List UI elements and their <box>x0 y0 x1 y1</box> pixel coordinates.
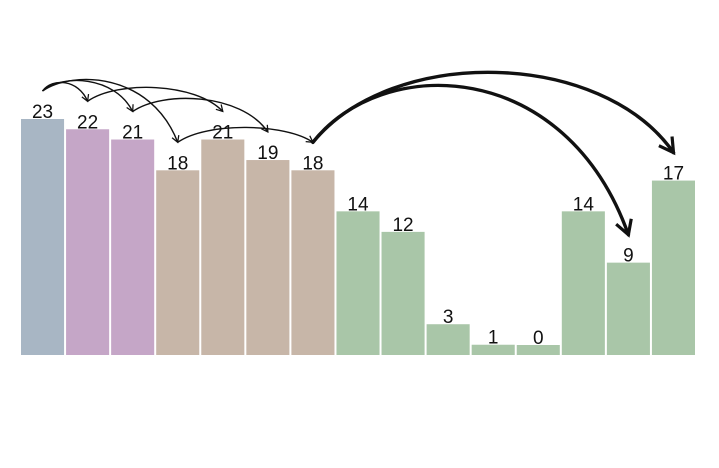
bar-1 <box>66 129 110 355</box>
bar-8 <box>381 231 425 355</box>
arrow-1-to-4 <box>87 86 224 113</box>
bars <box>21 119 695 355</box>
arrow-2-to-5 <box>132 97 269 134</box>
bar-labels: 23 22 21 18 21 19 18 14 12 3 1 0 14 9 17 <box>32 102 684 349</box>
bar-label-12: 14 <box>573 194 595 215</box>
bar-label-0: 23 <box>32 102 53 123</box>
bar-label-8: 12 <box>392 215 413 236</box>
bar-12 <box>561 211 605 355</box>
bar-4 <box>201 139 245 355</box>
arrow-0-to-3 <box>42 78 180 144</box>
bar-7 <box>336 211 380 355</box>
arrow-6-to-14 <box>311 70 676 156</box>
bar-label-13: 9 <box>623 246 634 267</box>
arrow-6-to-13 <box>311 83 633 238</box>
bar-14 <box>651 180 695 355</box>
bar-label-11: 0 <box>533 328 544 349</box>
arrows <box>41 70 676 238</box>
bar-label-4: 21 <box>212 123 233 144</box>
bar-3 <box>156 170 200 355</box>
bar-label-7: 14 <box>347 194 369 215</box>
bar-9 <box>426 324 470 355</box>
bar-label-9: 3 <box>443 307 454 328</box>
arrow-3-to-6 <box>177 126 314 144</box>
bar-label-5: 19 <box>257 143 278 164</box>
arrow-0-to-1 <box>41 81 90 103</box>
bar-0 <box>21 119 65 355</box>
bar-11 <box>516 345 560 355</box>
bar-5 <box>246 160 290 355</box>
bar-label-10: 1 <box>488 328 499 349</box>
bar-10 <box>471 344 515 355</box>
bar-2 <box>111 139 155 355</box>
bar-6 <box>291 170 335 355</box>
bar-13 <box>606 262 650 355</box>
bar-label-2: 21 <box>122 123 143 144</box>
bar-label-14: 17 <box>663 164 684 185</box>
bar-label-6: 18 <box>302 153 323 174</box>
bar-label-3: 18 <box>167 153 188 174</box>
bar-label-1: 22 <box>77 112 98 133</box>
